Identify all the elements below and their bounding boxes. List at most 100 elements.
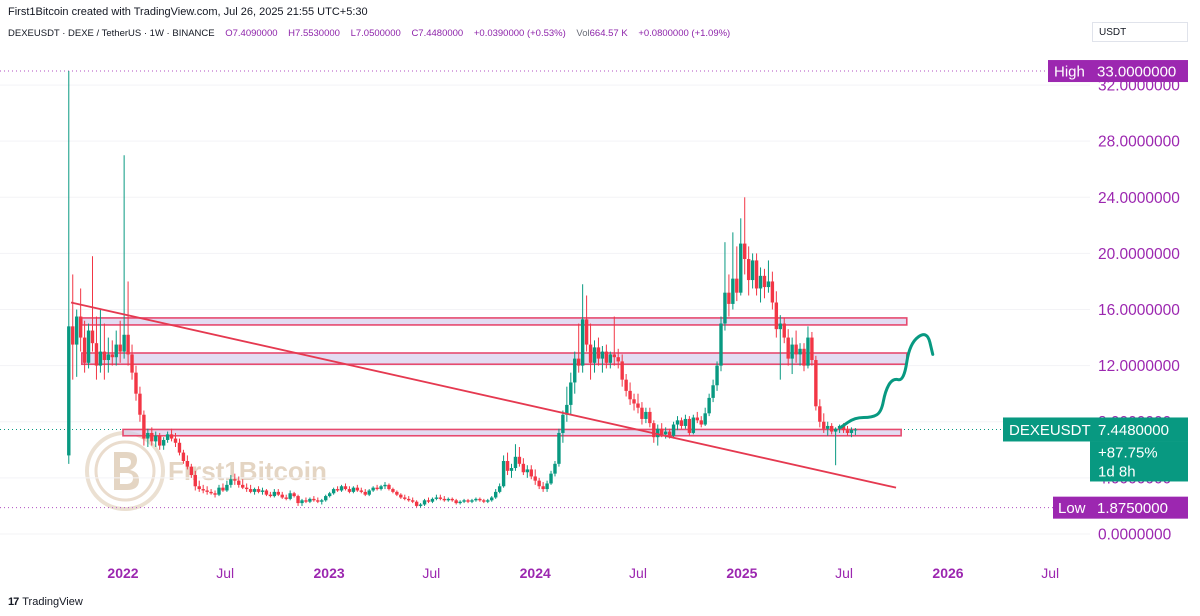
candle [608, 351, 613, 369]
candle [648, 407, 652, 428]
candle [616, 348, 620, 369]
candle [185, 455, 190, 470]
candle-body [584, 319, 589, 345]
candle-body [707, 397, 711, 414]
candle-body [71, 326, 75, 345]
candle-body [841, 425, 846, 431]
candle-body [746, 259, 751, 281]
candle-body [723, 292, 727, 324]
candle [549, 470, 553, 485]
candle-body [351, 487, 356, 492]
candle [592, 340, 597, 373]
candle-body [470, 500, 474, 502]
price-tick-label: 16.0000000 [1098, 302, 1180, 319]
candle-body [766, 281, 771, 288]
candle-body [517, 456, 522, 464]
candle-body [675, 420, 680, 425]
candle-body [573, 358, 577, 383]
candle-body [727, 292, 731, 304]
volume-label: Vol [576, 28, 590, 39]
candle [644, 407, 648, 424]
candle-body [806, 337, 810, 366]
candle [304, 497, 308, 504]
candle [169, 428, 174, 442]
candle-body [237, 480, 241, 485]
candle-body [229, 479, 233, 485]
candle-body [691, 417, 696, 433]
candle [86, 323, 91, 369]
candle-body [347, 489, 352, 492]
candle-body [320, 500, 324, 502]
time-tick-label: Jul [835, 565, 853, 581]
candle [695, 411, 699, 424]
candle-body [794, 344, 798, 355]
candle [391, 487, 395, 494]
candle-body [600, 351, 605, 359]
candle [849, 427, 854, 438]
candle-body [118, 344, 122, 352]
candle [501, 455, 506, 488]
candle-body [822, 421, 826, 429]
candle [493, 489, 498, 499]
candle-body [134, 372, 138, 394]
candle-body [588, 344, 593, 363]
candle-body [474, 498, 478, 501]
candle-body [608, 354, 613, 363]
candle [118, 320, 122, 363]
candle-body [272, 491, 277, 497]
candle [142, 410, 146, 446]
candle [513, 444, 518, 471]
candle [312, 496, 316, 502]
candle-body [497, 486, 502, 492]
price-tags: High 33.0000000 Low 1.8750000 DEXEUSDT 7… [1003, 60, 1188, 519]
candle [205, 486, 209, 495]
candle [335, 486, 340, 492]
candle-body [193, 475, 197, 487]
candle-body [244, 487, 249, 490]
candle-body [616, 357, 620, 362]
candle [414, 500, 419, 508]
candle [541, 482, 545, 492]
symbol-line[interactable]: DEXEUSDT · DEXE / TetherUS · 1W · BINANC… [8, 28, 215, 39]
candle [553, 461, 557, 477]
candle-body [679, 420, 684, 426]
time-axis[interactable]: 2022 Jul 2023 Jul 2024 Jul 2025 Jul 2026 Jul [107, 565, 1059, 581]
trendline-layer [70, 301, 897, 489]
candle-body [138, 393, 142, 415]
candle-body [486, 500, 490, 502]
candle [233, 473, 237, 485]
candle-body [604, 351, 609, 363]
high-tag-value: 33.0000000 [1097, 64, 1176, 81]
candle-body [312, 498, 316, 501]
candle-body [739, 243, 743, 293]
candle-body [549, 473, 553, 484]
candle-body [640, 407, 644, 419]
candle [438, 494, 443, 501]
candle [470, 498, 474, 504]
candle [154, 431, 158, 447]
tradingview-brand[interactable]: 17 TradingView [8, 596, 83, 608]
chart-attribution: First1Bitcoin created with TradingView.c… [8, 6, 368, 18]
candle [683, 414, 688, 429]
candle-body [201, 489, 205, 491]
candle [818, 399, 822, 428]
candle [529, 465, 533, 480]
descending-trendline [70, 301, 897, 489]
candle [296, 494, 300, 506]
candle [806, 326, 810, 369]
candle-body [94, 343, 99, 366]
candle-body [300, 500, 304, 504]
candle-body [225, 484, 229, 491]
candle-body [292, 493, 296, 497]
candle-body [331, 489, 336, 494]
candle [276, 489, 280, 497]
candle [715, 361, 719, 391]
candle-body [596, 347, 601, 359]
price-tick-label: 28.0000000 [1098, 134, 1180, 151]
currency-selector[interactable]: USDT [1092, 22, 1188, 42]
candle-body [466, 500, 470, 502]
candle [573, 351, 577, 394]
candle-body [533, 476, 537, 481]
ohlc-legend: DEXEUSDT · DEXE / TetherUS · 1W · BINANC… [8, 28, 730, 39]
